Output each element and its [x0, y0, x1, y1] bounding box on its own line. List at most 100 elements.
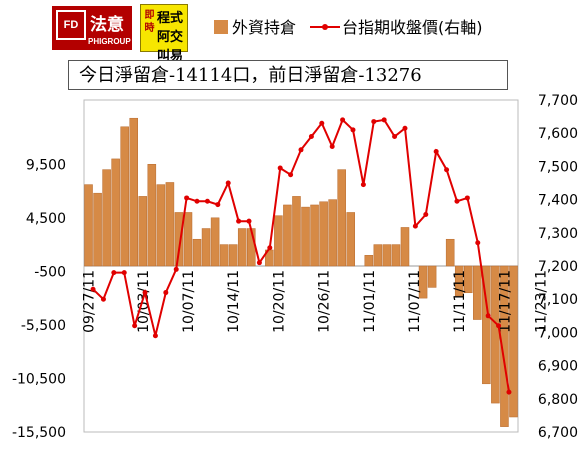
bar-position — [93, 192, 102, 267]
chart-title: 今日淨留倉-14114口，前日淨留倉-13276 — [68, 60, 508, 90]
bar-position — [165, 182, 175, 267]
bar-position — [219, 244, 229, 267]
price-point — [329, 143, 335, 149]
bar-position — [373, 244, 383, 267]
left-tick-label: 9,500 — [26, 157, 66, 173]
bar-position — [228, 244, 238, 267]
x-tick-label: 10/26/11 — [317, 270, 333, 333]
price-point — [433, 148, 439, 154]
bar-position — [84, 184, 93, 267]
price-point — [506, 389, 512, 395]
x-tick-label: 09/27/11 — [82, 270, 98, 333]
logo-mark: FD — [56, 10, 86, 40]
bar-position — [283, 204, 292, 267]
right-tick-label: 6,700 — [538, 425, 578, 441]
logo2-char: 交 — [170, 30, 184, 45]
price-point — [100, 296, 106, 302]
bar-position — [111, 158, 120, 267]
price-point — [236, 218, 242, 224]
bar-position — [427, 265, 437, 288]
bar-position — [102, 169, 111, 267]
legend-bar-label: 外資持倉 — [232, 18, 297, 37]
bar-position — [418, 265, 428, 299]
price-point — [319, 120, 325, 126]
right-tick-label: 7,700 — [538, 93, 578, 109]
price-point — [423, 212, 429, 218]
bar-position — [120, 126, 129, 267]
price-point — [215, 202, 221, 208]
bar-position — [473, 265, 482, 320]
logo-name-cn: 法意 — [90, 15, 124, 35]
bar-position — [210, 217, 220, 267]
bar-position — [337, 169, 346, 267]
price-point — [381, 117, 387, 123]
bar-position — [301, 206, 310, 267]
bar-position — [454, 265, 464, 297]
right-tick-label: 7,600 — [538, 126, 578, 142]
price-point — [184, 195, 190, 201]
price-point — [412, 223, 418, 229]
bar-position — [274, 215, 283, 267]
bar-position — [346, 212, 356, 267]
bar-position — [464, 265, 473, 294]
price-point — [132, 323, 138, 329]
price-point — [464, 195, 470, 201]
left-tick-label: -15,500 — [12, 425, 66, 441]
bar-position — [129, 117, 138, 267]
left-tick-label: -500 — [34, 264, 66, 280]
bar-position — [201, 228, 211, 267]
bar-position — [382, 244, 392, 267]
bar-position — [138, 196, 148, 267]
price-point — [371, 119, 377, 125]
bar-position — [192, 238, 202, 267]
price-point — [256, 260, 262, 266]
bar-position — [237, 228, 247, 267]
price-point — [173, 266, 179, 272]
left-tick-label: -5,500 — [21, 318, 66, 334]
right-tick-label: 7,200 — [538, 259, 578, 275]
x-tick-label: 10/14/11 — [226, 270, 242, 333]
bar-position — [156, 184, 166, 267]
price-point — [111, 270, 117, 276]
bar-position — [509, 265, 518, 418]
x-tick-label: 11/07/11 — [407, 270, 423, 333]
price-point — [90, 286, 96, 292]
price-point — [308, 134, 314, 140]
x-tick-label: 11/17/11 — [497, 270, 513, 333]
price-point — [121, 270, 127, 276]
logo2-row: 阿交 — [157, 28, 187, 47]
price-point — [350, 127, 356, 133]
bar-position — [500, 265, 509, 427]
price-point — [152, 333, 158, 339]
bar-position — [310, 204, 319, 267]
bar-position — [328, 199, 337, 267]
right-tick-label: 7,300 — [538, 226, 578, 242]
price-point — [288, 172, 294, 178]
price-point — [163, 290, 169, 296]
price-point — [277, 165, 283, 171]
right-tick-label: 6,900 — [538, 359, 578, 375]
price-point — [360, 182, 366, 188]
legend-line-label: 台指期收盤價(右軸) — [342, 18, 483, 37]
x-tick-label: 10/07/11 — [181, 270, 197, 333]
left-tick-label: -10,500 — [12, 371, 66, 387]
left-tick-label: 4,500 — [26, 211, 66, 227]
x-tick-label: 10/20/11 — [271, 270, 287, 333]
bar-position — [400, 227, 410, 267]
bar-position — [292, 196, 301, 267]
right-tick-label: 6,800 — [538, 392, 578, 408]
price-point — [402, 125, 408, 131]
price-point — [267, 245, 273, 251]
price-point — [246, 218, 252, 224]
price-point — [475, 240, 481, 246]
logo2-char: 阿 — [157, 30, 171, 45]
price-point — [194, 198, 200, 204]
bar-position — [183, 212, 193, 267]
price-point — [298, 147, 304, 153]
price-point — [142, 290, 148, 296]
bar-position — [174, 212, 184, 267]
logo2-side-text: 即時 — [144, 10, 155, 34]
brand-logo: FD 法意 PHIGROUP — [52, 6, 132, 50]
logo-name-en: PHIGROUP — [88, 37, 131, 46]
